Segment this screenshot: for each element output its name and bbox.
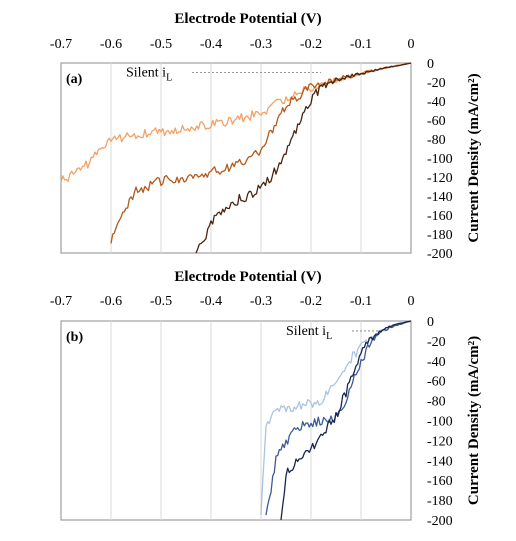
x-tick-label: -0.7 (50, 294, 72, 309)
chart-panel-1: -0.7 -0.6 -0.5 -0.4 -0.3 -0.2 -0.1 00 -20 -40 -60 -… (50, 11, 482, 262)
x-tick-label: -0.6 (100, 37, 122, 52)
x-axis-title: Electrode Potential (V) (174, 269, 321, 285)
panel-label: (a) (66, 72, 83, 87)
y-tick-label: -60 (427, 114, 446, 129)
y-tick-label: -200 (427, 247, 453, 262)
y-tick-label: -100 (427, 415, 453, 430)
y-tick-label: -80 (427, 133, 446, 148)
y-tick-label: -140 (427, 454, 453, 469)
y-tick-label: -120 (427, 171, 453, 186)
y-axis-title: Current Density (mA/cm²) (466, 73, 482, 242)
series-line-3 (280, 320, 412, 521)
y-tick-label: -200 (427, 514, 453, 529)
y-tick-label: -40 (427, 95, 446, 110)
y-tick-label: -160 (427, 474, 453, 489)
x-tick-label: -0.4 (200, 294, 222, 309)
x-tick-label: -0.7 (50, 37, 72, 52)
x-tick-label: -0.6 (100, 294, 122, 309)
plot-area (60, 62, 412, 254)
y-tick-label: -180 (427, 494, 453, 509)
y-tick-label: -80 (427, 395, 446, 410)
y-tick-label: 0 (427, 315, 434, 330)
y-tick-label: -100 (427, 152, 453, 167)
series-line-3 (195, 62, 412, 254)
y-tick-label: -160 (427, 209, 453, 224)
y-tick-label: -180 (427, 228, 453, 243)
y-tick-label: -20 (427, 76, 446, 91)
y-axis-title: Current Density (mA/cm²) (466, 336, 482, 505)
y-tick-label: -140 (427, 190, 453, 205)
x-tick-label: -0.2 (300, 37, 322, 52)
silent-il-subscript: L (326, 331, 332, 342)
x-tick-label: 0 (408, 37, 415, 52)
y-tick-label: -40 (427, 355, 446, 370)
x-axis-title: Electrode Potential (V) (174, 11, 321, 27)
x-tick-label: -0.2 (300, 294, 322, 309)
x-tick-label: 0 (408, 294, 415, 309)
x-tick-label: -0.5 (150, 294, 172, 309)
silent-il-subscript: L (166, 73, 172, 84)
panel-label: (b) (66, 330, 83, 345)
y-tick-label: 0 (427, 57, 434, 72)
x-tick-label: -0.5 (150, 37, 172, 52)
x-tick-label: -0.3 (250, 37, 272, 52)
y-tick-label: -20 (427, 335, 446, 350)
y-tick-label: -120 (427, 434, 453, 449)
silent-il-label: Silent iL (126, 66, 172, 84)
x-tick-label: -0.1 (350, 294, 372, 309)
plot-area (60, 320, 412, 521)
chart-panel-2: -0.7 -0.6 -0.5 -0.4 -0.3 -0.2 -0.1 00 -20 -40 -60 -… (50, 269, 482, 529)
x-tick-label: -0.1 (350, 37, 372, 52)
y-tick-label: -60 (427, 375, 446, 390)
silent-il-label: Silent iL (286, 324, 332, 342)
x-tick-label: -0.3 (250, 294, 272, 309)
x-tick-label: -0.4 (200, 37, 222, 52)
